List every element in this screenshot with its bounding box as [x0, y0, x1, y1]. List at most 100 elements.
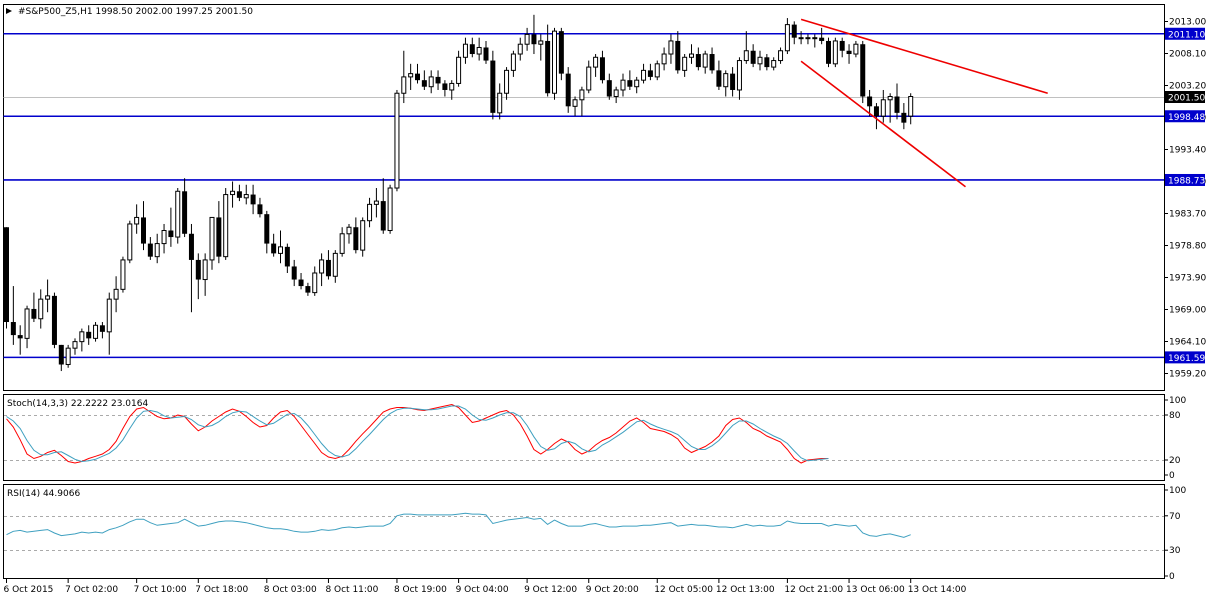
- candle-body-bull: [743, 50, 749, 62]
- rsi-series: [6, 512, 911, 538]
- level-price-label: 1988.73: [1168, 176, 1205, 186]
- level-price-badge: [1165, 110, 1205, 123]
- level-price-badge: [1165, 27, 1205, 40]
- trendlines[interactable]: [800, 18, 1048, 188]
- candle-body-bear: [695, 54, 701, 68]
- candle-body-bear: [901, 112, 907, 123]
- candle-body-bull: [572, 99, 578, 107]
- candle-body-bear: [421, 80, 427, 87]
- chart-header: #S&P500_Z5,H1 1998.50 2002.00 1997.25 20…: [18, 7, 253, 17]
- candle-body-bear: [99, 325, 105, 332]
- trendline: [800, 60, 966, 188]
- candle-body-bull: [579, 89, 585, 101]
- candle-body-bear: [647, 70, 653, 77]
- candle-body-bull: [538, 40, 544, 45]
- candle-body-bull: [38, 298, 44, 320]
- stochastic-line: [6, 405, 829, 463]
- candle-body-bull: [360, 220, 366, 251]
- candle-body-bull: [243, 194, 249, 199]
- price-tick-label: 1964.10: [1169, 338, 1206, 348]
- candle-body-bear: [558, 31, 564, 74]
- candle-body-bull: [449, 82, 455, 91]
- level-price-label: 1961.59: [1168, 354, 1205, 364]
- candle-body-bull: [757, 56, 763, 65]
- candle-body-bull: [65, 347, 71, 366]
- candle-body-bull: [230, 190, 236, 196]
- candle-body-bull: [332, 252, 338, 277]
- candle-body-bull: [428, 76, 434, 88]
- candle-body-bear: [195, 259, 201, 280]
- candle-body-bear: [182, 191, 188, 234]
- candle-body-bear: [257, 204, 263, 215]
- candle-body-bear: [873, 106, 879, 117]
- time-tick-label: 7 Oct 10:00: [134, 585, 187, 595]
- level-price-label: 2011.10: [1168, 30, 1205, 40]
- candle-body-bull: [106, 298, 112, 333]
- stochastic-panel-frame: [3, 394, 1165, 481]
- candle-body-bull: [278, 246, 283, 254]
- price-panel[interactable]: 2013.002008.102003.201998.301993.401988.…: [3, 4, 1206, 391]
- candle-body-bull: [682, 56, 688, 71]
- trendline: [800, 18, 1048, 95]
- candle-body-bull: [723, 73, 729, 88]
- horizontal-levels[interactable]: [3, 32, 1165, 359]
- candle-body-bull: [24, 308, 30, 339]
- price-tick-label: 1983.70: [1169, 210, 1206, 220]
- candle-body-bear: [860, 44, 866, 97]
- candle-body-bull: [346, 226, 352, 235]
- candle-body-bear: [380, 201, 386, 231]
- rsi-line: [6, 512, 911, 538]
- price-level-labels: 2011.10 1998.48 1988.73 1961.59 2001.50: [1165, 27, 1205, 364]
- stochastic-line: [6, 403, 829, 464]
- rsi-panel[interactable]: 100 70 30 0 RSI(14) 44.9066: [3, 484, 1187, 583]
- stochastic-tick-label: 100: [1169, 396, 1186, 406]
- candlestick-series: [4, 14, 914, 372]
- candle-body-bull: [113, 288, 119, 300]
- candle-body-bear: [216, 217, 222, 257]
- candle-body-bull: [641, 69, 647, 81]
- candle-body-bear: [483, 47, 489, 61]
- candle-body-bull: [154, 243, 160, 258]
- candle-body-bull: [319, 259, 325, 274]
- candle-body-bull: [175, 190, 181, 238]
- candle-body-bear: [839, 40, 845, 51]
- stochastic-panel[interactable]: 100 80 20 0 Stoch(14,3,3) 22.2222 23.0164: [3, 394, 1187, 482]
- candle-body-bear: [894, 96, 900, 113]
- level-price-label: 1998.48: [1168, 113, 1205, 123]
- candle-body-bear: [31, 308, 37, 319]
- candle-body-bull: [209, 216, 215, 261]
- candle-body-bear: [469, 44, 475, 55]
- candle-body-bear: [284, 246, 290, 267]
- candle-body-bear: [147, 243, 153, 257]
- candle-body-bull: [880, 99, 886, 117]
- candle-body-bear: [750, 50, 756, 64]
- candle-body-bear: [442, 83, 448, 90]
- price-tick-label: 1969.00: [1169, 306, 1206, 316]
- candle-body-bull: [312, 272, 318, 294]
- candle-body-bull: [497, 92, 503, 114]
- candle-body-bear: [264, 214, 270, 244]
- time-tick-label: 7 Oct 18:00: [195, 585, 248, 595]
- candle-body-bear: [599, 57, 605, 81]
- candle-body-bear: [675, 40, 681, 71]
- candle-body-bull: [462, 43, 468, 58]
- candle-body-bear: [764, 57, 770, 68]
- candle-body-bull: [832, 40, 838, 65]
- candle-body-bull: [634, 79, 640, 88]
- price-panel-frame: [3, 4, 1165, 391]
- price-tick-label: 1978.80: [1169, 242, 1206, 252]
- candle-body-bull: [223, 194, 229, 258]
- candle-body-bear: [305, 286, 311, 293]
- candle-body-bear: [606, 80, 612, 97]
- candle-body-bull: [510, 53, 516, 71]
- candle-body-bull: [593, 56, 599, 68]
- time-axis: 6 Oct 2015 7 Oct 02:00 7 Oct 10:00 7 Oct 18…: [4, 579, 967, 595]
- candle-body-bear: [325, 259, 331, 277]
- time-tick-label: 9 Oct 04:00: [456, 585, 509, 595]
- candle-body-bear: [709, 54, 715, 71]
- candle-body-bull: [161, 230, 167, 245]
- candle-body-bull: [654, 63, 660, 78]
- candle-body-bull: [798, 37, 804, 40]
- candle-body-bear: [250, 194, 256, 205]
